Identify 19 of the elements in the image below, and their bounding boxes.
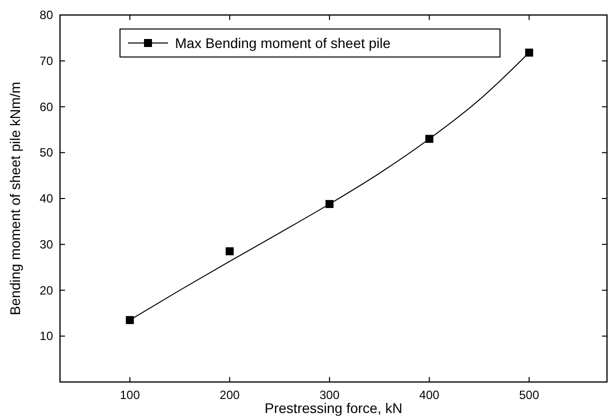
point (126, 316, 134, 324)
y-tick-label: 80 (40, 8, 54, 22)
x-tick-label: 100 (120, 388, 140, 402)
y-tick-label: 70 (40, 54, 54, 68)
point (226, 247, 234, 256)
x-tick-label: 500 (519, 388, 540, 402)
y-tick-label: 20 (40, 283, 54, 298)
y-tick-label: 40 (40, 192, 54, 206)
y-tick-label: 30 (40, 237, 54, 252)
x-tick-label: 300 (319, 388, 340, 402)
x-tick-label: 200 (220, 388, 240, 402)
point (525, 48, 534, 57)
y-tick-label: 10 (40, 329, 54, 344)
x-tick-label: 400 (419, 388, 440, 402)
x-axis-title: Prestressing force, kN (264, 400, 402, 416)
y-axis-title: Bending moment of sheet pile kNm/m (7, 82, 23, 316)
y-tick-label: 60 (40, 100, 54, 114)
y-tick-label: 50 (40, 146, 54, 160)
legend-label: Max Bending moment of sheet pile (175, 35, 391, 51)
